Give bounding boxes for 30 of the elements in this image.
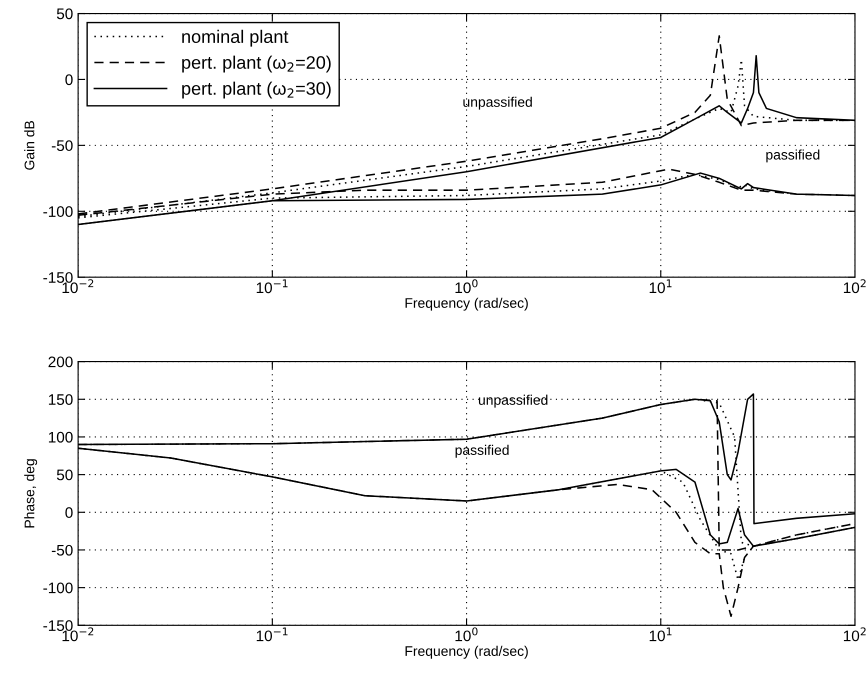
legend-label: pert. plant (ω$_{2}$=20) (182, 56, 331, 72)
y-tick-label: 0 (65, 74, 73, 86)
x-tick-label: 10$^{1}$ (650, 627, 672, 642)
x-tick-label: 10$^{2}$ (844, 627, 866, 642)
x-axis-title: Frequency (rad/sec) (406, 298, 528, 311)
y-tick-label: -50 (52, 140, 73, 152)
annotation: unpassified (463, 96, 532, 110)
y-tick-label: -100 (43, 206, 73, 217)
y-tick-label: 100 (48, 432, 73, 443)
y-tick-label: 0 (65, 507, 73, 518)
annotation: unpassified (478, 394, 548, 408)
x-tick-label: 10$^{−1}$ (256, 279, 288, 294)
legend-label: nominal plant (182, 30, 288, 47)
annotation: passified (766, 149, 820, 162)
annotation: passified (456, 444, 509, 458)
x-axis-title: Frequency (rad/sec) (406, 646, 528, 659)
y-tick-label: 50 (56, 469, 73, 480)
y-tick-label: 200 (48, 356, 73, 368)
x-tick-label: 10$^{0}$ (455, 279, 478, 294)
y-tick-label: 50 (56, 8, 73, 20)
x-tick-label: 10$^{0}$ (455, 627, 478, 642)
y-axis-title: Phase, deg (24, 459, 38, 528)
x-tick-label: 10$^{2}$ (844, 279, 866, 294)
legend-label: pert. plant (ω$_{2}$=30) (182, 82, 331, 98)
y-tick-label: -50 (52, 544, 73, 556)
y-tick-label: 150 (48, 394, 73, 405)
x-tick-label: 10$^{1}$ (650, 279, 672, 294)
y-axis-title: Gain dB (24, 121, 34, 170)
y-tick-label: -100 (43, 582, 73, 594)
x-tick-label: 10$^{−1}$ (256, 627, 288, 642)
